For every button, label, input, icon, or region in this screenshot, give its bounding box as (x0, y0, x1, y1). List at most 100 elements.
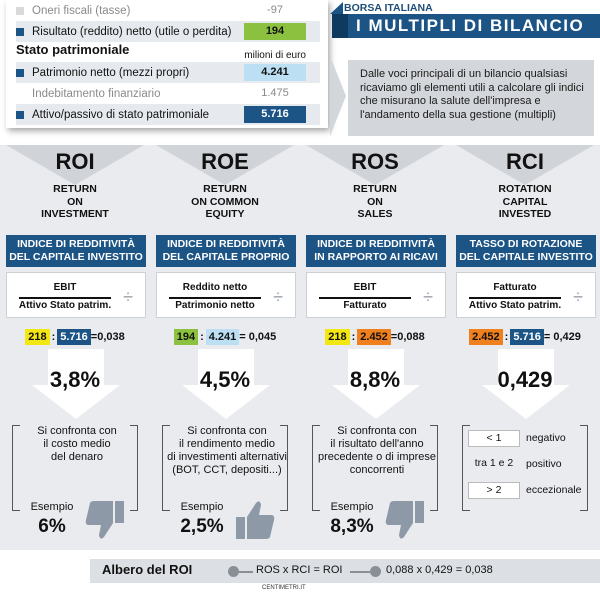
thumbs-down-icon (85, 501, 124, 539)
down-arrow-icon (332, 349, 420, 419)
footer-bar (90, 559, 600, 583)
result-value: 0,429 (497, 367, 553, 392)
calc-a: 194 (173, 329, 199, 345)
acronym-full: ROTATION CAPITAL INVESTED (498, 183, 552, 220)
row-value: 5.716 (244, 106, 306, 123)
divide-icon: ÷ (573, 287, 583, 307)
comparison-text: Si confronta con il rendimento medio di in… (167, 425, 287, 476)
bullet-icon (16, 27, 24, 36)
calculation: 2.452: 5.716 = 0,429 (454, 328, 596, 346)
acronym-full: RETURN ON SALES (353, 183, 397, 220)
formula-box: EBIT Fatturato ÷ (306, 272, 446, 318)
denominator: Attivo Stato patrim. (468, 300, 562, 311)
formula-box: EBIT Attivo Stato patrim. ÷ (6, 272, 146, 318)
calc-result: =0,088 (390, 331, 425, 343)
column-roe: ROE RETURN ON COMMON EQUITY INDICE DI REDD… (154, 145, 296, 550)
bracket-left (12, 425, 20, 511)
column-ros: ROS RETURN ON SALES INDICE DI REDDITIVITÀ I… (304, 145, 446, 550)
scale-row: > 2 eccezionale (468, 477, 592, 503)
example-label: Esempio (330, 501, 374, 513)
chevron-icon (156, 145, 294, 185)
fraction-line (169, 297, 261, 299)
example-value: 6% (38, 516, 66, 537)
denominator: Patrimonio netto (175, 300, 255, 311)
numerator: Fatturato (493, 282, 537, 293)
calc-b: 5.716 (57, 329, 91, 345)
bracket-right (280, 425, 288, 511)
acronym: ROE (201, 149, 249, 174)
row-indebitamento: Indebitamento finanziario 1.475 (16, 83, 320, 104)
calc-a: 218 (325, 329, 350, 345)
calc-a: 218 (25, 329, 50, 345)
bracket-right (430, 425, 438, 511)
chevron-icon (306, 145, 444, 185)
calculation: 218: 5.716 =0,038 (4, 328, 146, 346)
result-value: 4,5% (199, 367, 251, 392)
numerator: Reddito netto (182, 282, 248, 293)
bullet-icon (16, 6, 24, 15)
index-title: INDICE DI REDDITIVITÀ DEL CAPITALE INVEST… (6, 235, 146, 267)
scale-row: tra 1 e 2 positivo (474, 456, 562, 471)
divide-icon: ÷ (123, 287, 133, 307)
down-arrow-icon (182, 349, 270, 419)
row-risultato-netto: Risultato (reddito) netto (utile o perdi… (16, 21, 320, 42)
thumbs-up-icon (236, 501, 275, 539)
row-oneri-fiscali: Oneri fiscali (tasse) -97 (16, 0, 320, 21)
comparison-text: Si confronta con il risultato dell'anno pr… (317, 425, 436, 476)
divide-icon: ÷ (273, 287, 283, 307)
column-rci: RCI ROTATION CAPITAL INVESTED TASSO DI ROT… (454, 145, 596, 550)
calculation: 218: 2.452 =0,088 (304, 328, 446, 346)
bracket-left (162, 425, 170, 511)
row-label: Attivo/passivo di stato patrimoniale (32, 108, 210, 121)
fraction-line (19, 297, 111, 299)
row-value: 1.475 (261, 87, 289, 99)
acronym-full: RETURN ON INVESTMENT (41, 183, 109, 220)
numerator: EBIT (53, 282, 77, 293)
index-title: INDICE DI REDDITIVITÀ IN RAPPORTO AI RICA… (306, 235, 446, 267)
down-arrow-icon (32, 349, 120, 419)
column-roi: ROI RETURN ON INVESTMENT INDICE DI REDDITI… (4, 145, 146, 550)
index-title: INDICE DI REDDITIVITÀ DEL CAPITALE PROPRI… (156, 235, 296, 267)
scale-row: < 1 negativo (468, 425, 592, 451)
bullet-icon (16, 68, 24, 77)
calc-b: 5.716 (510, 329, 544, 345)
acronym: ROS (351, 149, 399, 174)
calc-result: =0,038 (90, 331, 125, 343)
fraction-line (469, 297, 561, 299)
intro-arrow-icon (330, 56, 346, 136)
credit-label: CENTIMETRI.IT (262, 585, 306, 591)
bracket-right (130, 425, 138, 511)
intro-text: Dalle voci principali di un bilancio qua… (348, 60, 594, 136)
section-title: Stato patrimoniale (16, 42, 130, 57)
calculation: 194: 4.241 = 0,045 (154, 328, 296, 346)
rci-scale: < 1 negativo tra 1 e 2 positivo > 2 eccezio… (468, 425, 592, 503)
calc-result: = 0,429 (543, 331, 581, 343)
unit-label: milioni di euro (244, 50, 306, 61)
footer-title: Albero del ROI (102, 562, 193, 577)
index-title: TASSO DI ROTAZIONE DEL CAPITALE INVESTITO (456, 235, 596, 267)
example-value: 8,3% (330, 516, 374, 537)
thumbs-down-icon (385, 501, 424, 539)
comparison-text: Si confronta con il costo medio del denaro (37, 425, 117, 463)
result-value: 8,8% (349, 367, 401, 392)
acronym: ROI (55, 149, 95, 174)
connector-dot-icon (228, 566, 239, 577)
row-label: Risultato (reddito) netto (utile o perdi… (32, 25, 232, 38)
bracket-right (580, 425, 588, 511)
connector-line (350, 571, 370, 573)
fraction-line (319, 297, 411, 299)
row-patrimonio-netto: Patrimonio netto (mezzi propri) 4.241 (16, 62, 320, 83)
down-arrow-icon (482, 349, 570, 419)
bullet-icon (16, 110, 24, 119)
calc-a: 2.452 (469, 329, 503, 345)
result-value: 3,8% (49, 367, 101, 392)
formula-box: Reddito netto Patrimonio netto ÷ (156, 272, 296, 318)
denominator: Attivo Stato patrim. (18, 300, 112, 311)
connector-line (239, 571, 253, 573)
footer-result: 0,088 x 0,429 = 0,038 (386, 564, 493, 576)
page-title: I MULTIPLI DI BILANCIO (332, 14, 600, 38)
brand-label: BORSA ITALIANA (344, 2, 433, 14)
chevron-icon (6, 145, 144, 185)
example-value: 2,5% (180, 516, 224, 537)
acronym-full: RETURN ON COMMON EQUITY (191, 183, 259, 220)
